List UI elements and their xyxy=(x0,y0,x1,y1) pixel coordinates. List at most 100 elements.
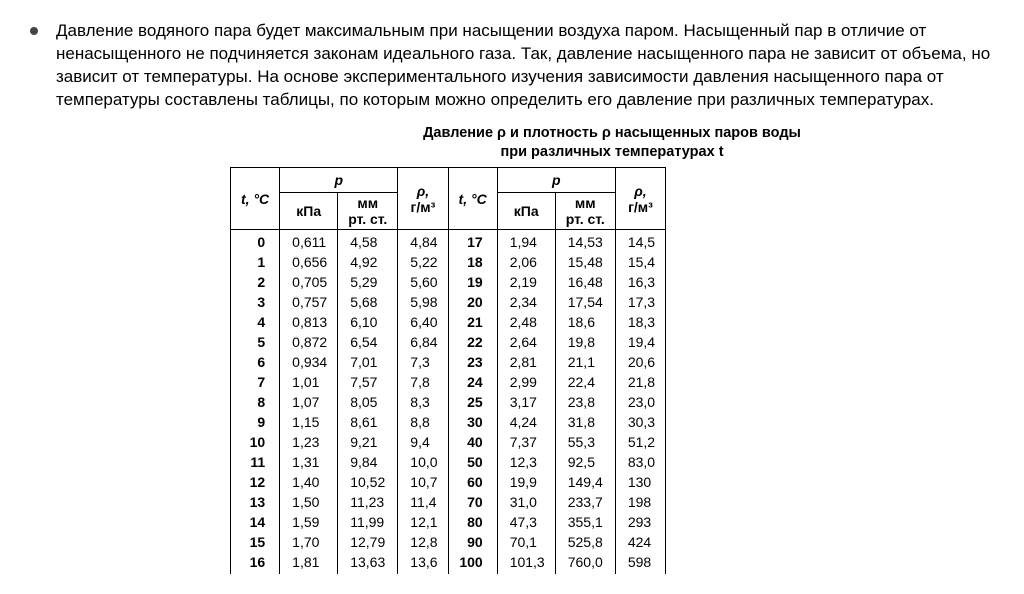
col-t-left: t, °C xyxy=(231,168,280,230)
cell: 9,21 xyxy=(338,432,398,452)
rho-label-r: ρ, xyxy=(634,183,646,199)
table-row: 71,017,577,8242,9922,421,8 xyxy=(231,372,666,392)
col-mmhg-left: мм рт. ст. xyxy=(338,193,398,230)
cell: 16,3 xyxy=(615,272,665,292)
cell: 90 xyxy=(448,532,497,552)
cell: 198 xyxy=(615,492,665,512)
table-row: 60,9347,017,3232,8121,120,6 xyxy=(231,352,666,372)
cell: 0,872 xyxy=(280,332,338,352)
cell: 14,5 xyxy=(615,230,665,253)
cell: 2 xyxy=(231,272,280,292)
cell: 16 xyxy=(231,552,280,574)
title-line-2: при различных температурах t xyxy=(500,144,723,160)
table-row: 101,239,219,4407,3755,351,2 xyxy=(231,432,666,452)
rho-unit: г/м³ xyxy=(411,199,436,215)
cell: 130 xyxy=(615,472,665,492)
cell: 0,611 xyxy=(280,230,338,253)
cell: 0,934 xyxy=(280,352,338,372)
col-rho-right: ρ, г/м³ xyxy=(615,168,665,230)
cell: 17,54 xyxy=(555,292,615,312)
cell: 17 xyxy=(448,230,497,253)
table-title: Давление ρ и плотность ρ насыщенных паро… xyxy=(230,124,994,162)
cell: 11 xyxy=(231,452,280,472)
cell: 23,0 xyxy=(615,392,665,412)
table-body: 00,6114,584,84171,9414,5314,510,6564,925… xyxy=(231,230,666,575)
cell: 70,1 xyxy=(497,532,555,552)
cell: 598 xyxy=(615,552,665,574)
cell: 3 xyxy=(231,292,280,312)
cell: 7,01 xyxy=(338,352,398,372)
table-row: 141,5911,9912,18047,3355,1293 xyxy=(231,512,666,532)
cell: 10,52 xyxy=(338,472,398,492)
cell: 4,58 xyxy=(338,230,398,253)
title-line-1: Давление ρ и плотность ρ насыщенных паро… xyxy=(423,125,801,141)
cell: 1,70 xyxy=(280,532,338,552)
cell: 5,68 xyxy=(338,292,398,312)
cell: 15,4 xyxy=(615,252,665,272)
cell: 5,60 xyxy=(398,272,448,292)
cell: 9 xyxy=(231,412,280,432)
cell: 1,07 xyxy=(280,392,338,412)
cell: 19,4 xyxy=(615,332,665,352)
cell: 14 xyxy=(231,512,280,532)
cell: 1,59 xyxy=(280,512,338,532)
cell: 0 xyxy=(231,230,280,253)
cell: 80 xyxy=(448,512,497,532)
cell: 40 xyxy=(448,432,497,452)
cell: 2,81 xyxy=(497,352,555,372)
cell: 20,6 xyxy=(615,352,665,372)
intro-paragraph: Давление водяного пара будет максимальны… xyxy=(30,20,994,112)
table-row: 131,5011,2311,47031,0233,7198 xyxy=(231,492,666,512)
table-row: 121,4010,5210,76019,9149,4130 xyxy=(231,472,666,492)
mmhg-l1-r: мм xyxy=(575,195,596,211)
cell: 23 xyxy=(448,352,497,372)
cell: 9,4 xyxy=(398,432,448,452)
cell: 1,50 xyxy=(280,492,338,512)
cell: 6,10 xyxy=(338,312,398,332)
mmhg-l1: мм xyxy=(357,195,378,211)
table-row: 00,6114,584,84171,9414,5314,5 xyxy=(231,230,666,253)
cell: 6 xyxy=(231,352,280,372)
cell: 1 xyxy=(231,252,280,272)
cell: 10,7 xyxy=(398,472,448,492)
cell: 7,37 xyxy=(497,432,555,452)
cell: 355,1 xyxy=(555,512,615,532)
table-row: 40,8136,106,40212,4818,618,3 xyxy=(231,312,666,332)
col-rho-left: ρ, г/м³ xyxy=(398,168,448,230)
cell: 17,3 xyxy=(615,292,665,312)
cell: 18,6 xyxy=(555,312,615,332)
cell: 19 xyxy=(448,272,497,292)
cell: 2,99 xyxy=(497,372,555,392)
cell: 24 xyxy=(448,372,497,392)
table-row: 91,158,618,8304,2431,830,3 xyxy=(231,412,666,432)
cell: 21,8 xyxy=(615,372,665,392)
cell: 25 xyxy=(448,392,497,412)
table-row: 50,8726,546,84222,6419,819,4 xyxy=(231,332,666,352)
cell: 100 xyxy=(448,552,497,574)
cell: 1,31 xyxy=(280,452,338,472)
cell: 16,48 xyxy=(555,272,615,292)
cell: 31,8 xyxy=(555,412,615,432)
cell: 51,2 xyxy=(615,432,665,452)
cell: 2,06 xyxy=(497,252,555,272)
col-mmhg-right: мм рт. ст. xyxy=(555,193,615,230)
table-row: 10,6564,925,22182,0615,4815,4 xyxy=(231,252,666,272)
cell: 12,3 xyxy=(497,452,555,472)
cell: 8,61 xyxy=(338,412,398,432)
cell: 5 xyxy=(231,332,280,352)
cell: 13 xyxy=(231,492,280,512)
cell: 10,0 xyxy=(398,452,448,472)
table-row: 30,7575,685,98202,3417,5417,3 xyxy=(231,292,666,312)
cell: 22,4 xyxy=(555,372,615,392)
cell: 12 xyxy=(231,472,280,492)
cell: 83,0 xyxy=(615,452,665,472)
cell: 31,0 xyxy=(497,492,555,512)
cell: 47,3 xyxy=(497,512,555,532)
rho-unit-r: г/м³ xyxy=(628,199,653,215)
cell: 8,3 xyxy=(398,392,448,412)
cell: 293 xyxy=(615,512,665,532)
table-row: 151,7012,7912,89070,1525,8424 xyxy=(231,532,666,552)
cell: 21,1 xyxy=(555,352,615,372)
cell: 525,8 xyxy=(555,532,615,552)
cell: 10 xyxy=(231,432,280,452)
